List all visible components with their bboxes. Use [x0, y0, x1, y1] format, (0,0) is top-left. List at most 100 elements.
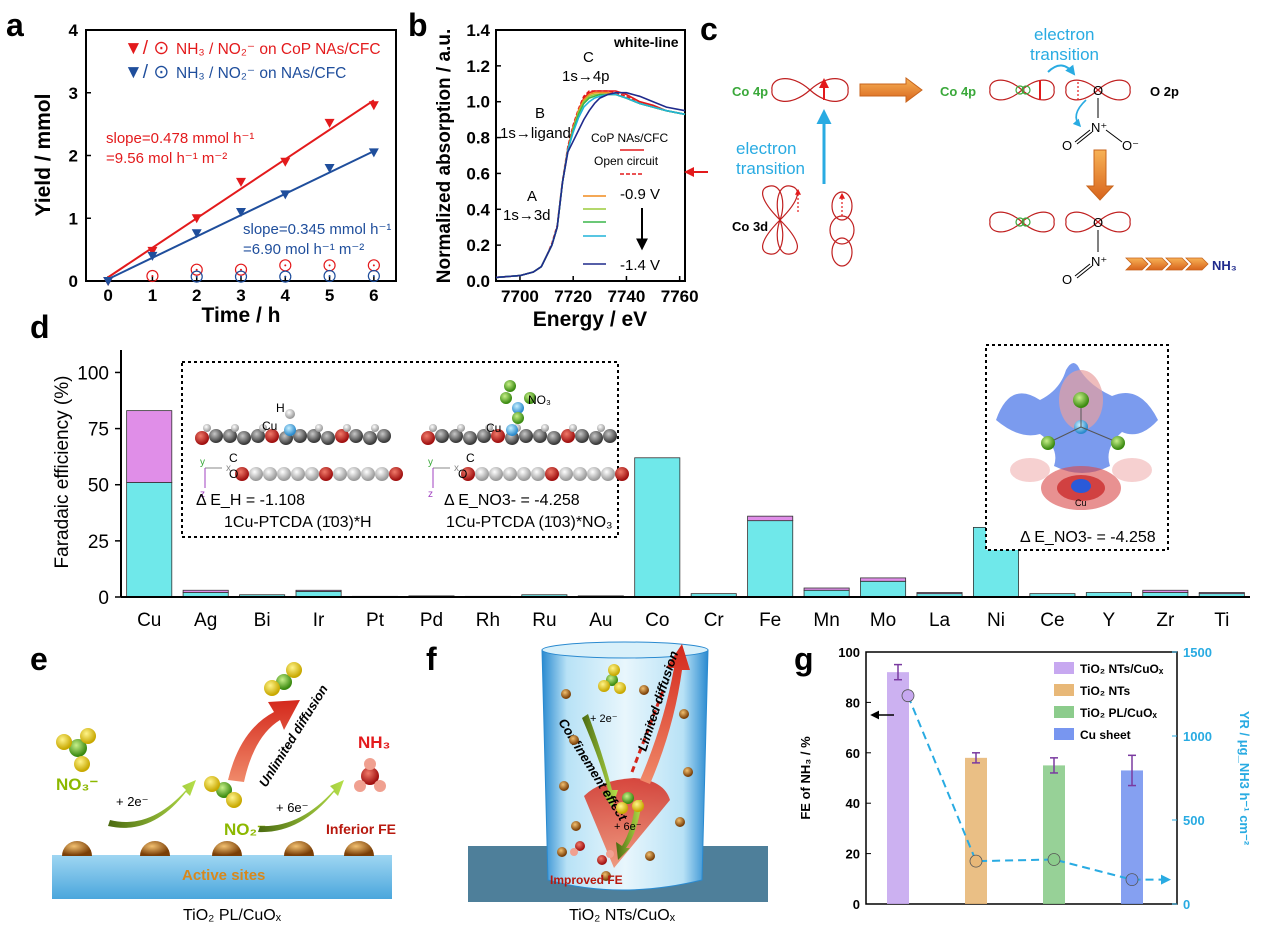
- y-tick-label: 50: [88, 476, 109, 497]
- panel-d-ticks: 0 25 50 75 100: [77, 363, 121, 609]
- carbon-atom: [477, 429, 491, 443]
- category-label: Rh: [476, 610, 500, 631]
- data-point-triangle: [191, 214, 202, 224]
- category-label: Ti: [1214, 610, 1229, 631]
- hydrogen-atom: [371, 424, 379, 432]
- y-tick-label: 0.2: [466, 236, 490, 255]
- panel-b-chart: 7700 7720 7740 7760 0.0 0.2 0.4 0.6 0.8 1.0 1.2 1.4…: [434, 21, 708, 331]
- oxygen-atom: [500, 392, 512, 404]
- panel-c-schematic: Co 4p Co 4p O 2p Co 3d electron transiti…: [732, 25, 1237, 287]
- legend-label: Cu sheet: [1080, 728, 1131, 742]
- data-point-triangle: [147, 246, 158, 256]
- category-label: Fe: [759, 610, 781, 631]
- atom-n-plus-bottom: N⁺: [1091, 254, 1107, 269]
- yr-point: [1047, 853, 1061, 866]
- bar-segment: [747, 515, 794, 522]
- co3d-label: Co 3d: [732, 219, 768, 234]
- bar-segment: [803, 589, 850, 598]
- carbon-atom: [293, 429, 307, 443]
- data-point-dot: [372, 274, 375, 277]
- yr-dashed-line: [907, 695, 1165, 881]
- carbon-atom: [491, 429, 505, 443]
- delta-e-h: Δ E_H = -1.108: [196, 492, 305, 509]
- molecule-no3-adsorbed: NO₃ Cu C O y x z: [421, 380, 629, 500]
- carbon-atom: [463, 431, 477, 445]
- spectrum-line: [495, 91, 686, 279]
- layer-atom: [375, 467, 389, 481]
- y-tick-label: 4: [69, 21, 79, 40]
- carbon-atom: [237, 431, 251, 445]
- data-point-dot: [284, 264, 287, 267]
- nh3-label-e: NH₃: [358, 733, 390, 752]
- dft-inset-box: [181, 361, 619, 538]
- category-label: Y: [1103, 610, 1116, 631]
- bar-segment: [1142, 589, 1189, 593]
- data-point-dot: [195, 268, 198, 271]
- legend-swatch: [1054, 662, 1074, 674]
- hydrogen-atom: [259, 424, 267, 432]
- carbon-atom: [349, 429, 363, 443]
- hydrogen-atom: [569, 424, 577, 432]
- limited-diffusion-arrow-icon: [640, 644, 690, 784]
- panel-g-frame: [865, 651, 1178, 905]
- data-point-circle: [146, 269, 159, 283]
- y-tick-label: 0.0: [466, 272, 490, 291]
- y-tick-label: 75: [88, 420, 109, 441]
- panel-b-legend: CoP NAs/CFC Open circuit -0.9 V -1.4 V: [583, 131, 668, 274]
- improved-fe-label: Improved FE: [550, 873, 623, 887]
- hydrogen-atom: [597, 424, 605, 432]
- bar-segment: [1198, 592, 1245, 595]
- y-tick-label: 1.4: [466, 21, 490, 40]
- nitrate-molecule-icon: [56, 728, 96, 772]
- fe-bar: [965, 757, 987, 904]
- atom-o-bottom-top: O: [1093, 215, 1103, 230]
- layer-atom: [249, 467, 263, 481]
- atom-label-no3: NO₃: [528, 393, 551, 407]
- slope-red-line2: =9.56 mol h⁻¹ m⁻²: [106, 150, 227, 167]
- carbon-atom: [223, 429, 237, 443]
- panel-g-ylabel-left: FE of NH₃ / %: [798, 736, 813, 820]
- layer-atom: [545, 467, 559, 481]
- y-tick-label: 0.8: [466, 129, 490, 148]
- data-point-dot: [284, 275, 287, 278]
- panel-a-ylabel: Yield / mmol: [32, 94, 55, 217]
- carbon-atom: [335, 429, 349, 443]
- desorbed-nitrite-icon: [264, 662, 302, 696]
- y-tick-label: 1.0: [466, 93, 490, 112]
- co4p-right-label: Co 4p: [940, 84, 976, 99]
- panel-a-chart: 0 1 2 3 4 5 6 0 1 2 3 4 Time / h Yield / mmol ▼/ ⊙ …: [32, 21, 397, 327]
- six-e-label-e: + 6e⁻: [276, 800, 309, 815]
- bar-segment: [747, 520, 794, 598]
- panel-a-markers: [103, 101, 380, 286]
- nitrite-molecule-icon: [204, 776, 242, 808]
- yr-point: [969, 854, 983, 868]
- panel-g-bars: [887, 663, 1143, 904]
- data-point-dot: [372, 264, 375, 267]
- category-label: Cr: [704, 610, 725, 631]
- data-point-triangle: [324, 164, 335, 174]
- x-tick-label: 0: [103, 286, 112, 305]
- panel-b-ticks: 7700 7720 7740 7760 0.0 0.2 0.4 0.6 0.8 1.0 1.2 1.4: [466, 21, 698, 306]
- bar-segment: [916, 592, 963, 595]
- data-point-triangle: [368, 101, 379, 111]
- bar-segment: [295, 589, 342, 592]
- nh3-product-label: NH₃: [1212, 258, 1237, 273]
- layer-atom: [559, 467, 573, 481]
- category-label: Zr: [1156, 610, 1175, 631]
- data-point-triangle: [324, 118, 335, 128]
- data-point-circle: [323, 269, 336, 283]
- y-tick-label: 0: [98, 588, 109, 609]
- category-label: Au: [589, 610, 612, 631]
- green-arrow-f2-icon: [616, 800, 642, 860]
- panel-d-category-labels: Cu Ag Bi Ir Pt Pd Rh Ru Au Co Cr Fe Mn Mo La Ni Ce Y Zr Ti: [137, 610, 1229, 631]
- co4p-orbital-icon: [771, 78, 849, 102]
- hydrogen-atom: [231, 424, 239, 432]
- inferior-fe-label: Inferior FE: [326, 821, 396, 837]
- legend-text-1: NH₃ / NO₂⁻ on CoP NAs/CFC: [176, 41, 381, 58]
- panel-g-legend: TiO₂ NTs/CuOₓ TiO₂ NTs TiO₂ PL/CuOₓ Cu shee…: [1054, 662, 1164, 742]
- y-tick-label-right: 1000: [1183, 729, 1212, 744]
- nitrate-structure-top: O N⁺ O O⁻: [1062, 83, 1139, 153]
- bar-segment: [634, 457, 681, 598]
- y-tick-label-left: 60: [846, 746, 860, 761]
- layer-atom: [319, 467, 333, 481]
